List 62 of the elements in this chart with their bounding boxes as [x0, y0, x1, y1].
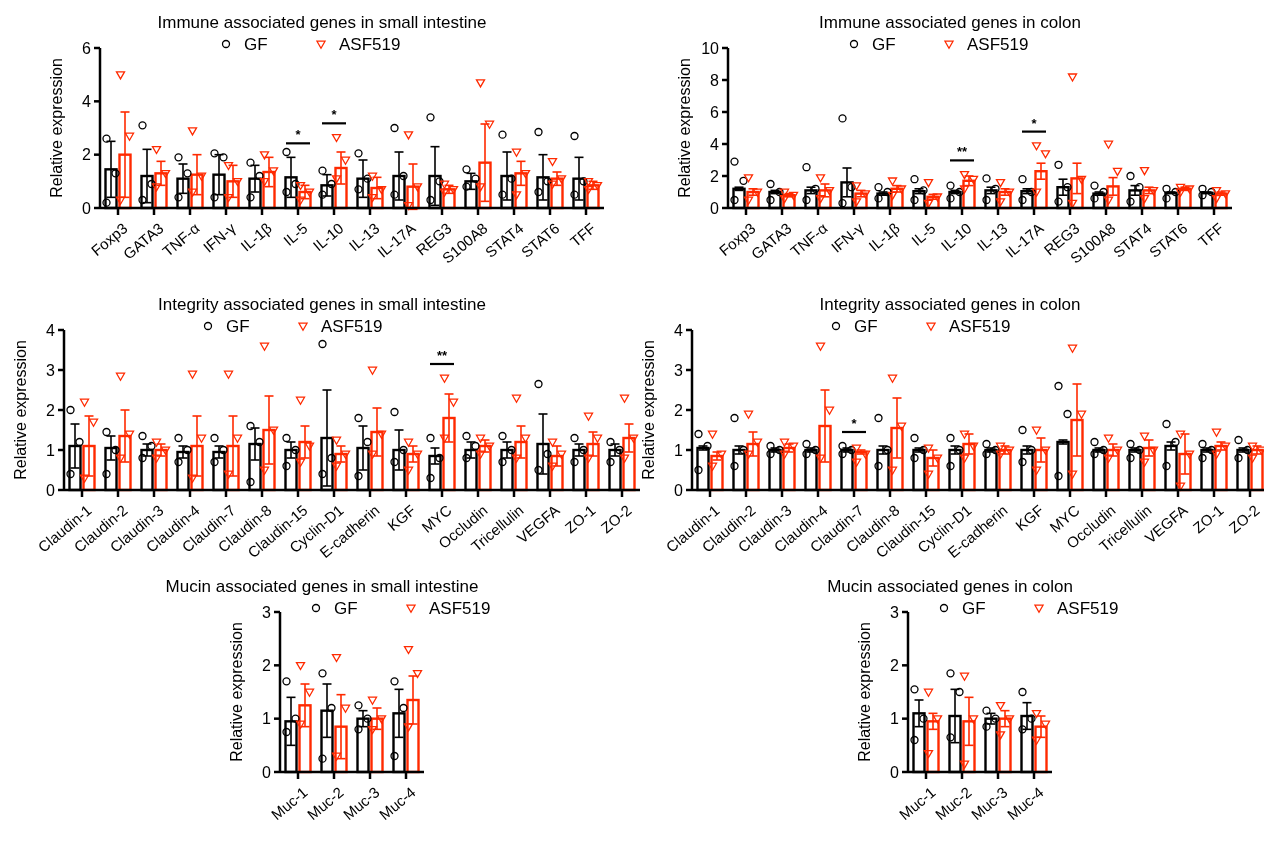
y-tick-label: 3: [46, 361, 56, 379]
chart-title: Integrity associated genes in colon: [819, 295, 1081, 314]
chart-title: Immune associated genes in small intestine: [157, 13, 487, 32]
annotation: *: [295, 127, 302, 143]
y-tick-label: 4: [46, 321, 56, 339]
y-tick-label: 2: [262, 656, 272, 674]
y-tick-label: 3: [674, 361, 684, 379]
y-tick-label: 4: [674, 321, 684, 339]
y-tick-label: 6: [82, 39, 92, 57]
x-tick-label: IL-5: [279, 219, 311, 249]
legend-label: ASF519: [429, 598, 491, 618]
y-tick-label: 0: [262, 763, 272, 781]
y-tick-label: 1: [46, 441, 56, 459]
y-tick-label: 0: [674, 481, 684, 499]
y-tick-label: 1: [674, 441, 684, 459]
y-tick-label: 1: [890, 710, 900, 728]
legend-label: GF: [226, 316, 250, 336]
y-tick-label: 3: [890, 603, 900, 621]
annotation: *: [851, 416, 858, 431]
legend-label: GF: [334, 598, 358, 618]
legend-label: GF: [244, 34, 268, 54]
annotation: **: [956, 144, 968, 160]
y-tick-label: 1: [262, 710, 272, 728]
y-tick-label: 0: [82, 199, 92, 217]
y-tick-label: 2: [46, 401, 56, 419]
y-tick-label: 0: [46, 481, 56, 499]
y-tick-label: 2: [710, 167, 720, 185]
y-axis-title: Relative expression: [856, 622, 873, 762]
x-tick-label: IL-5: [907, 219, 939, 249]
y-tick-label: 0: [710, 199, 720, 217]
y-tick-label: 0: [890, 763, 900, 781]
legend-label: ASF519: [1057, 598, 1119, 618]
chart-title: Mucin associated genes in small intestine: [165, 577, 479, 596]
legend-label: ASF519: [949, 316, 1011, 336]
y-tick-label: 2: [674, 401, 684, 419]
legend-label: GF: [854, 316, 878, 336]
x-tick-label: TFF: [566, 219, 599, 251]
chart-title: Integrity associated genes in small intestine: [158, 295, 486, 314]
annotation: *: [331, 107, 338, 123]
legend-label: ASF519: [967, 34, 1029, 54]
chart-title: Immune associated genes in colon: [819, 13, 1081, 32]
legend-label: GF: [962, 598, 986, 618]
legend-label: ASF519: [321, 316, 383, 336]
y-axis-title: Relative expression: [640, 340, 657, 480]
legend-label: ASF519: [339, 34, 401, 54]
y-tick-label: 2: [82, 146, 92, 164]
annotation: **: [436, 348, 448, 363]
y-tick-label: 4: [710, 135, 720, 153]
y-tick-label: 10: [701, 39, 720, 57]
y-tick-label: 4: [82, 92, 92, 110]
y-tick-label: 3: [262, 603, 272, 621]
y-axis-title: Relative expression: [12, 340, 29, 480]
y-axis-title: Relative expression: [228, 622, 245, 762]
y-tick-label: 2: [890, 656, 900, 674]
annotation: *: [1031, 115, 1038, 131]
y-axis-title: Relative expression: [676, 58, 693, 198]
y-tick-label: 8: [710, 71, 720, 89]
y-tick-label: 6: [710, 103, 720, 121]
x-tick-label: TFF: [1194, 219, 1227, 251]
legend-label: GF: [872, 34, 896, 54]
y-axis-title: Relative expression: [48, 58, 65, 198]
chart-title: Mucin associated genes in colon: [827, 577, 1073, 596]
